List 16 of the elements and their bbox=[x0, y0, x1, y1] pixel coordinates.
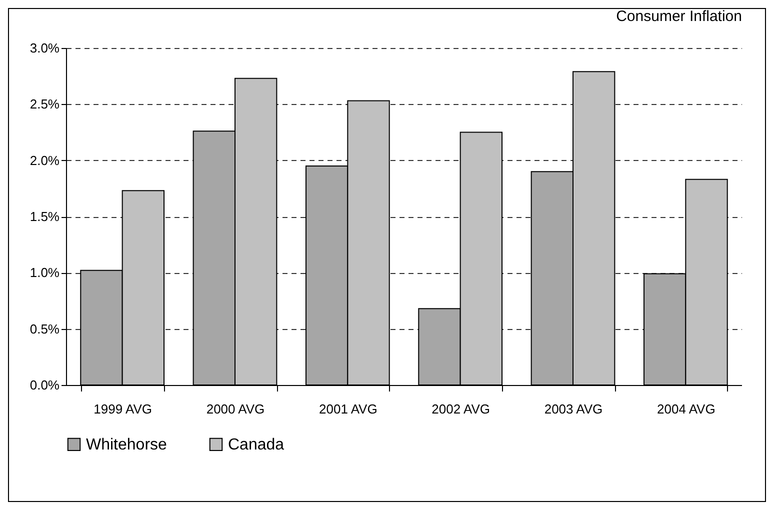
y-tick-label: 1.0% bbox=[30, 265, 60, 280]
y-tick-label: 2.0% bbox=[30, 152, 60, 168]
y-tick-label: 0.0% bbox=[30, 378, 60, 392]
y-tick-label: 0.5% bbox=[30, 321, 60, 336]
y-tick-label: 1.5% bbox=[30, 209, 60, 224]
x-tick-label: 1999 AVG bbox=[94, 402, 152, 416]
x-tick-label: 2001 AVG bbox=[319, 402, 378, 416]
x-tick-label: 2003 AVG bbox=[544, 402, 603, 416]
y-tick-label: 2.5% bbox=[30, 96, 60, 112]
legend-label: Whitehorse bbox=[86, 436, 168, 454]
x-tick-label: 2004 AVG bbox=[657, 402, 716, 416]
x-tick-label: 2002 AVG bbox=[432, 402, 490, 416]
y-tick-label: 3.0% bbox=[30, 40, 60, 56]
legend-label: Canada bbox=[228, 436, 284, 454]
x-tick-label: 2000 AVG bbox=[206, 402, 265, 416]
chart-title: Consumer Inflation bbox=[616, 8, 742, 25]
